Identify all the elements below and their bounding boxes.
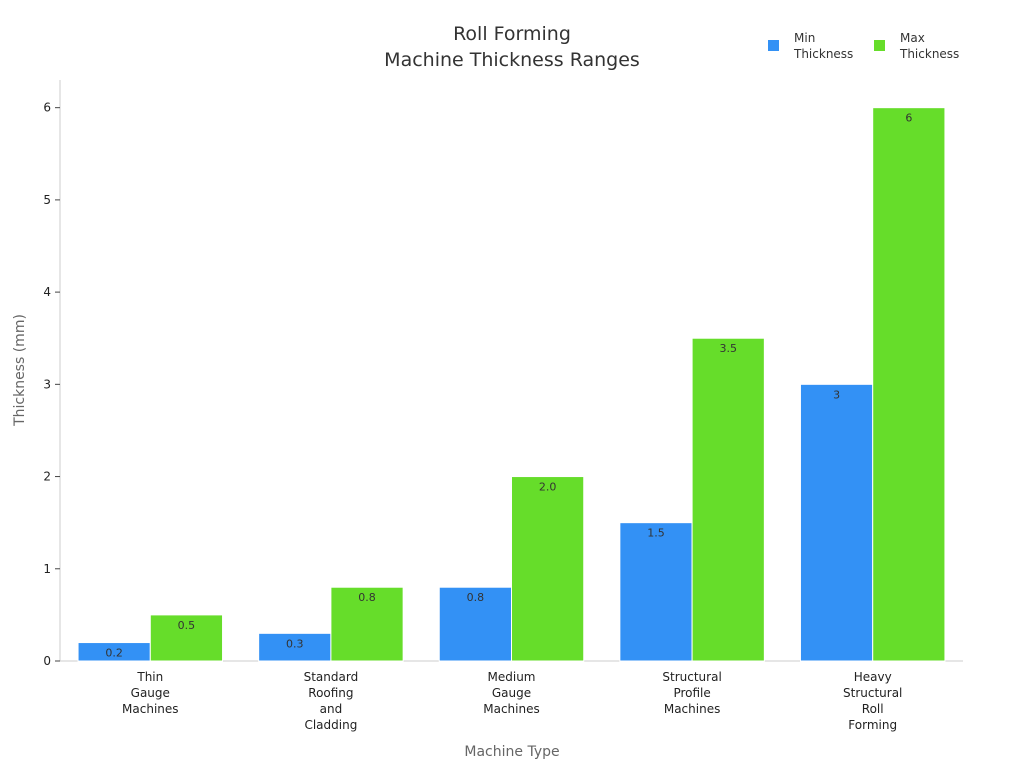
- x-axis-label: Machine Type: [464, 744, 559, 760]
- value-label: 1.5: [647, 527, 665, 540]
- legend-label: Max Thickness: [899, 31, 959, 61]
- y-tick-label: 6: [43, 101, 51, 115]
- value-label: 3.5: [719, 342, 737, 355]
- y-tick-label: 0: [43, 654, 51, 668]
- bar: [511, 476, 585, 662]
- value-label: 6: [905, 112, 912, 125]
- legend-swatch: [874, 40, 885, 51]
- value-label: 0.5: [178, 619, 196, 632]
- y-tick-label: 2: [43, 470, 51, 484]
- bar: [872, 107, 946, 662]
- value-label: 0.8: [358, 591, 376, 604]
- bar: [438, 586, 513, 662]
- bar: [258, 632, 332, 662]
- y-tick-label: 1: [43, 562, 51, 576]
- bar: [691, 337, 765, 662]
- x-tick-label: Medium Gauge Machines: [483, 670, 539, 716]
- y-axis-label: Thickness (mm): [12, 314, 28, 427]
- x-tick-label: Standard Roofing and Cladding: [304, 670, 359, 732]
- bar: [330, 586, 404, 662]
- value-label: 0.2: [105, 647, 123, 660]
- chart-title: Roll Forming Machine Thickness Ranges: [384, 23, 640, 71]
- legend-label: Min Thickness: [793, 31, 853, 61]
- value-label: 0.8: [467, 591, 485, 604]
- bar: [149, 614, 224, 662]
- value-label: 2.0: [539, 481, 557, 494]
- value-label: 0.3: [286, 637, 304, 650]
- bar: [799, 383, 874, 662]
- bar: [619, 522, 693, 662]
- y-tick-label: 4: [43, 285, 51, 299]
- x-tick-label: Structural Profile Machines: [662, 670, 721, 716]
- y-tick-label: 3: [43, 377, 51, 391]
- legend-swatch: [768, 40, 779, 51]
- x-tick-label: Heavy Structural Roll Forming: [843, 670, 902, 732]
- x-tick-label: Thin Gauge Machines: [122, 670, 178, 716]
- y-tick-label: 5: [43, 193, 51, 207]
- value-label: 3: [833, 388, 840, 401]
